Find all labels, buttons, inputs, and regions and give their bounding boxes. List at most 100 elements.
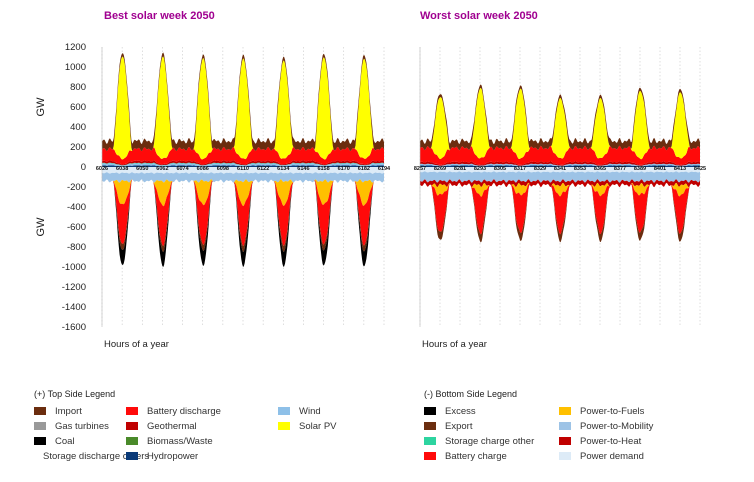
x-tick-label: 8269 [434, 166, 446, 172]
x-tick-label: 6182 [358, 166, 370, 172]
legend-label: Battery charge [445, 450, 507, 462]
bottom-legend-item: Power-to-Mobility [559, 420, 669, 432]
top-legend-item: Coal [34, 435, 116, 447]
x-axis-label: Hours of a year [104, 339, 169, 350]
legend-label: Power demand [580, 450, 644, 462]
legend-swatch [559, 422, 571, 430]
area-power-to-heat [420, 179, 700, 188]
legend-swatch [278, 407, 290, 415]
top-legend-item: Biomass/Waste [126, 435, 268, 447]
x-tick-label: 8425 [694, 166, 706, 172]
bottom-legend-item: Excess [424, 405, 549, 417]
legend-label: Solar PV [299, 420, 337, 432]
area-power-to-mobility [420, 171, 700, 183]
x-tick-label: 6110 [237, 166, 249, 172]
x-tick-label: 6134 [277, 166, 290, 172]
x-tick-label: 6170 [338, 166, 350, 172]
bottom-legend-item: Battery charge [424, 450, 549, 462]
top-side-legend: Import Gas turbines Coal Storage discharge … [34, 405, 388, 462]
x-tick-label: 8413 [674, 166, 686, 172]
x-tick-label: 8365 [594, 166, 606, 172]
legend-label: Battery discharge [147, 405, 221, 417]
bottom-side-legend: Excess Export Storage charge other Battery … [424, 405, 669, 462]
x-tick-label: 6074 [176, 166, 189, 172]
y-tick-label: -1200 [62, 282, 86, 293]
y-tick-label: 600 [70, 102, 86, 113]
legend-label: Power-to-Fuels [580, 405, 645, 417]
y-tick-label: -800 [67, 242, 86, 253]
legend-label: Excess [445, 405, 476, 417]
bottom-legend-item: Power demand [559, 450, 669, 462]
area-power-to-fuels [420, 182, 700, 197]
y-tick-label: 1200 [65, 42, 86, 53]
y-tick-label: 800 [70, 82, 86, 93]
legend-label: Geothermal [147, 420, 197, 432]
top-legend-item: Storage discharge others [34, 450, 149, 462]
bottom-legend-item: Storage charge other [424, 435, 549, 447]
legend-swatch [126, 407, 138, 415]
area-solar-pv [420, 87, 700, 160]
legend-label: Gas turbines [55, 420, 109, 432]
x-tick-label: 6062 [156, 166, 168, 172]
x-tick-label: 6194 [378, 166, 391, 172]
legend-label: Hydropower [147, 450, 199, 462]
area-geothermal [420, 161, 700, 166]
y-tick-label: -200 [67, 182, 86, 193]
x-tick-label: 8389 [634, 166, 646, 172]
x-tick-label: 8317 [514, 166, 526, 172]
area-battery-charge [420, 182, 700, 235]
y-tick-label: -400 [67, 202, 86, 213]
x-tick-label: 8281 [454, 166, 466, 172]
legend-label: Storage discharge others [43, 450, 150, 462]
x-axis-label: Hours of a year [422, 339, 487, 350]
legend-swatch [424, 452, 436, 460]
area-battery-discharge [420, 145, 700, 165]
area-wind [420, 163, 700, 167]
legend-label: Export [445, 420, 473, 432]
y-tick-label: -1400 [62, 302, 86, 313]
x-tick-label: 6038 [116, 166, 128, 172]
area-power-to-fuels [102, 179, 384, 207]
y-axis-label: GW [35, 97, 47, 117]
legend-swatch [126, 422, 138, 430]
legend-swatch [126, 452, 138, 460]
legend-swatch [424, 437, 436, 445]
area-power-demand [420, 167, 700, 173]
bottom-legend-item: Power-to-Heat [559, 435, 669, 447]
area-geothermal [102, 160, 384, 166]
area-import [102, 52, 384, 152]
y-tick-label: 400 [70, 122, 86, 133]
x-tick-label: 8341 [554, 166, 566, 172]
chart-title: Worst solar week 2050 [420, 10, 538, 22]
x-tick-label: 6146 [297, 166, 309, 172]
x-tick-label: 6158 [317, 166, 329, 172]
top-legend-item: Wind [278, 405, 388, 417]
y-tick-label: 200 [70, 142, 86, 153]
y-tick-label: -1000 [62, 262, 86, 273]
x-tick-label: 6050 [136, 166, 148, 172]
x-tick-label: 8401 [654, 166, 666, 172]
top-legend-item: Hydropower [126, 450, 268, 462]
legend-swatch [559, 407, 571, 415]
area-solar-pv [102, 56, 384, 160]
y-tick-label: 0 [81, 162, 86, 173]
legend-label: Import [55, 405, 82, 417]
y-tick-label: 1000 [65, 62, 86, 73]
bottom-legend-title: (-) Bottom Side Legend [424, 389, 518, 399]
area-wind [102, 163, 384, 167]
legend-swatch [424, 407, 436, 415]
legend-label: Biomass/Waste [147, 435, 213, 447]
bottom-legend-item: Power-to-Fuels [559, 405, 669, 417]
x-tick-label: 8377 [614, 166, 626, 172]
area-battery-discharge [102, 146, 384, 165]
top-legend-title: (+) Top Side Legend [34, 389, 116, 399]
x-tick-label: 8353 [574, 166, 586, 172]
legend-swatch [126, 437, 138, 445]
legend-swatch [559, 452, 571, 460]
x-tick-label: 8293 [474, 166, 486, 172]
x-tick-label: 8329 [534, 166, 546, 172]
